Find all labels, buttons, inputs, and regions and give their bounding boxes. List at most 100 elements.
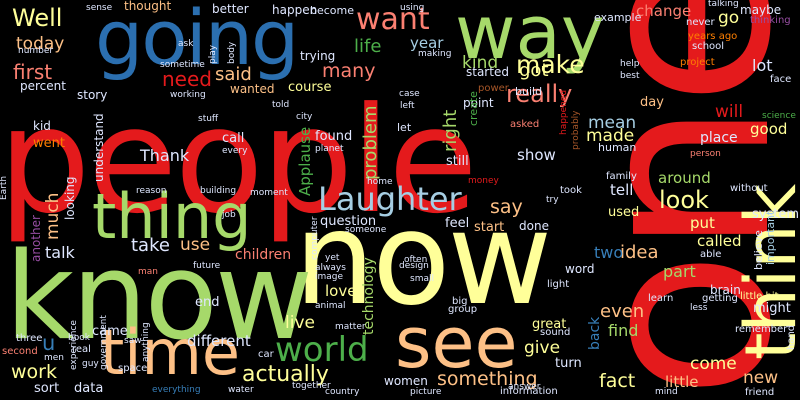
word-power: power [478,83,509,94]
word-live: live [285,313,315,333]
word-new: new [743,368,779,388]
word-government: government [99,315,109,370]
word-good: good [750,120,788,138]
word-man: man [138,267,158,277]
word-question: question [320,214,377,229]
word-day: day [640,95,664,110]
word-wanted: wanted [230,82,275,96]
word-without: without [730,183,768,194]
word-human: human [598,141,637,154]
word-information: information [500,386,558,397]
word-word: word [565,262,595,276]
word-call: call [222,131,245,146]
word-anything: anything [141,322,151,362]
word-answer: answer [508,382,541,392]
word-really: really [506,80,573,108]
word-understand: understand [92,113,106,182]
word-less: less [690,303,708,313]
word-asked: asked [510,119,540,130]
word-made: made [586,126,635,146]
word-took: took [560,185,582,196]
word-water: water [228,385,254,395]
word-much: much [43,192,63,240]
word-remember: remember [735,324,788,335]
word-thought: thought [124,0,172,13]
word-matter: matter [335,322,366,332]
word-country: country [325,387,360,397]
word-group: group [448,304,478,315]
word-looking: looking [63,176,77,220]
word-end: end [195,295,220,310]
word-case: case [399,89,420,99]
word-talk: talk [45,243,75,262]
word-men: men [44,353,65,363]
word-problem: problem [360,105,381,180]
word-done: done [519,219,549,233]
word-come: come [690,354,737,374]
word-better: better [212,2,249,16]
word-going: going [95,0,299,82]
word-put: put [690,214,715,232]
word-today: today [16,34,65,54]
word-still: still [446,154,469,169]
word-face: face [770,74,792,85]
word-project: project [680,57,715,68]
word-lot: lot [752,56,773,75]
word-three: three [16,333,43,344]
word-go: go [718,8,740,28]
word-work: work [11,361,57,383]
word-children: children [235,247,292,263]
word-city: city [296,112,313,122]
word-around: around [658,169,711,187]
word-laughter: Laughter [318,180,462,218]
word-called: called [697,232,742,250]
word-find: find [608,321,639,340]
word-someone: someone [345,225,387,235]
word-guy: guy [82,359,99,369]
word-build: build [515,85,543,98]
word-take: take [131,235,170,256]
word-need: need [162,67,212,91]
word-mind: mind [655,387,678,397]
word-building: building [200,186,237,196]
word-big: big [452,296,468,307]
word-people: people [0,76,478,246]
word-life: life [354,36,382,57]
word-came: came [92,324,128,339]
word-might: might [753,301,791,316]
word-example: example [594,11,642,24]
word-design: design [399,261,429,271]
word-talking: talking [708,0,739,9]
word-friend: friend [745,387,775,398]
word-probably: probably [571,110,581,151]
word-making: making [418,49,452,59]
word-know: know [5,228,313,367]
word-place: place [700,130,738,146]
word-fact: fact [599,370,636,392]
word-animal: animal [315,301,346,311]
word-real: real [72,344,91,355]
word-point: point [463,96,494,110]
word-often: often [404,255,428,265]
word-stuff: stuff [198,114,219,124]
word-years-ago: years ago [688,31,738,42]
word-sort: sort [34,381,60,396]
word-now: now [294,185,552,334]
word-world: world [275,330,369,370]
word-way: way [455,0,605,76]
word-percent: percent [20,79,66,93]
word-used: used [608,205,640,220]
word-thank: Thank [140,146,190,165]
word-reason: reason [136,186,167,196]
word-able: able [700,249,722,260]
word-person: person [690,149,721,159]
word-brain: brain [710,283,741,297]
word-learn: learn [648,293,674,304]
word-family: family [606,171,637,182]
word-women: women [384,374,428,388]
word-got: got [519,60,549,81]
word-never: never [686,17,715,28]
word-will: will [715,102,744,122]
word-story: story [77,88,108,102]
word-well: Well [12,4,63,32]
